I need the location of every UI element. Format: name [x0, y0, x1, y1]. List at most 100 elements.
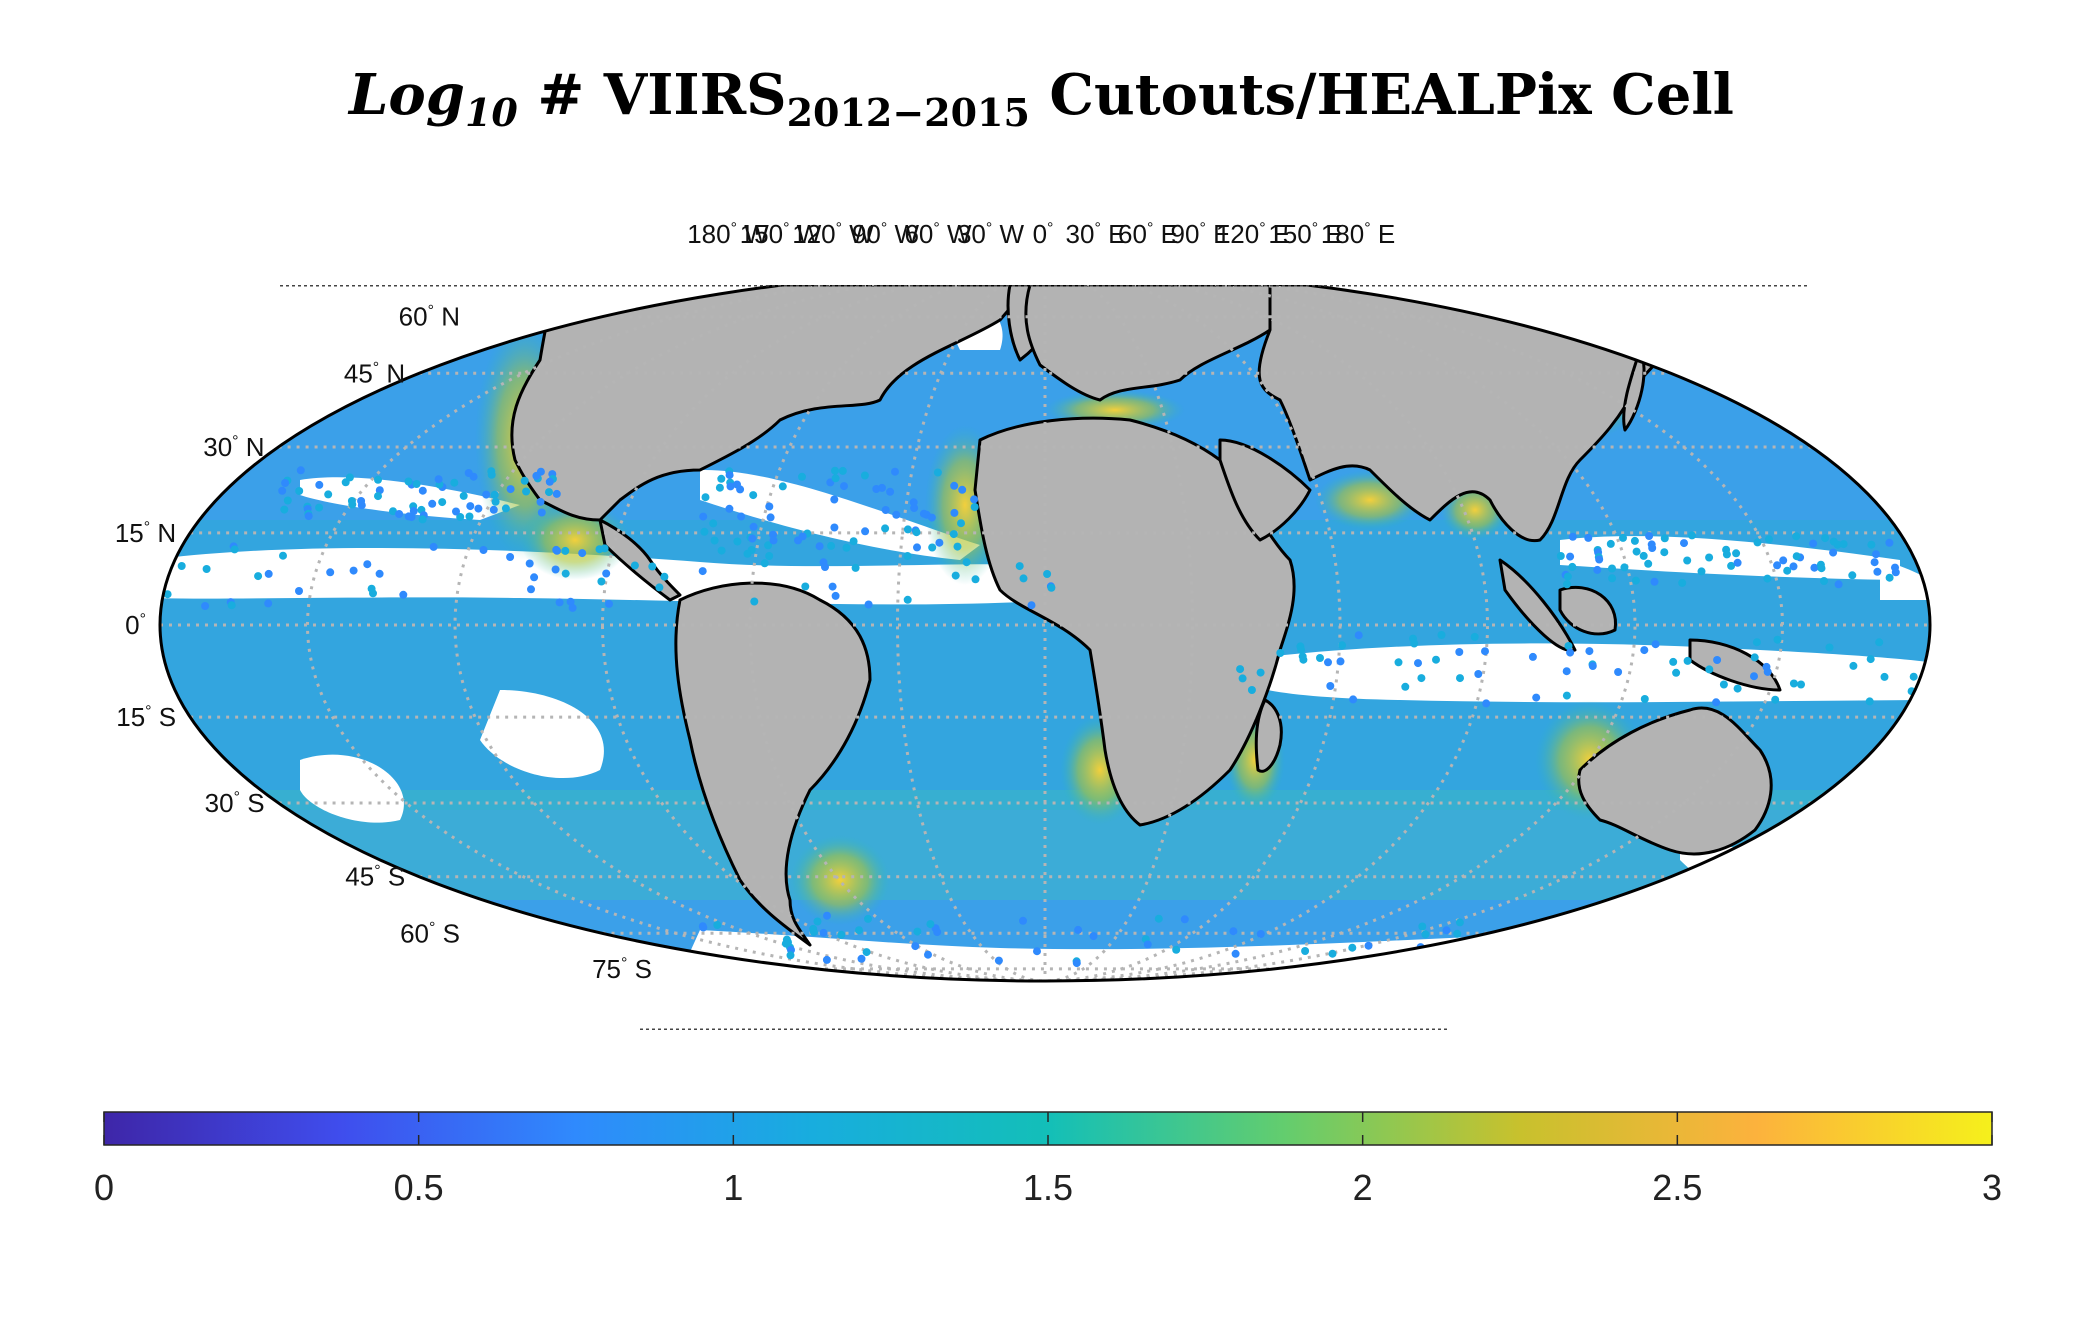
sample-dot — [202, 565, 211, 573]
sample-dot — [1750, 672, 1758, 681]
sample-dot — [545, 477, 554, 486]
sample-dot — [1566, 552, 1575, 561]
longitude-label: 120° E — [1216, 219, 1290, 249]
sample-dot — [1763, 667, 1772, 676]
latitude-label: 60° N — [399, 302, 460, 332]
sample-dot — [1027, 601, 1036, 610]
sample-dot — [903, 595, 912, 604]
sample-dot — [1722, 550, 1731, 559]
sample-dot — [911, 942, 920, 951]
sample-dot — [1563, 572, 1572, 581]
sample-dot — [855, 926, 863, 935]
sample-dot — [1256, 668, 1265, 677]
sample-dot — [786, 951, 795, 960]
latitude-labels: 60° N 45° N 30° N 15° N 0° 15° S 30° S 45° S 60°… — [115, 302, 652, 984]
sample-dot — [456, 513, 465, 521]
sample-dot — [1866, 655, 1875, 664]
sample-dot — [1817, 564, 1826, 573]
sample-dot — [1563, 580, 1571, 589]
sample-dot — [822, 955, 831, 964]
longitude-label: 90° E — [1171, 219, 1231, 249]
sample-dot — [491, 497, 500, 506]
sample-dot — [717, 546, 726, 555]
sample-dot — [699, 923, 708, 932]
sample-dot — [452, 507, 460, 516]
sample-dot — [1564, 642, 1573, 650]
sample-dot — [1154, 914, 1163, 923]
landmass-north-america — [510, 285, 1032, 522]
graticule — [160, 285, 1930, 981]
sample-dot — [1328, 949, 1337, 958]
sample-dot — [713, 921, 722, 929]
sample-dot — [1072, 959, 1081, 968]
sample-dot — [1648, 544, 1657, 552]
sample-dot — [324, 490, 333, 499]
sample-dot — [831, 474, 840, 483]
map-body — [158, 285, 1932, 1030]
meridian-line — [601, 285, 1046, 981]
sample-dot — [201, 602, 210, 610]
sample-dot — [1614, 668, 1623, 676]
sample-dot — [465, 512, 474, 521]
sample-dot — [389, 507, 397, 516]
sample-dot — [1640, 695, 1649, 703]
sample-dot — [769, 536, 778, 545]
sample-dot — [1015, 562, 1024, 571]
colorbar-tick-label: 2.5 — [1652, 1167, 1702, 1208]
sample-dot — [749, 491, 758, 500]
sample-dot — [1697, 567, 1706, 576]
sample-dot — [395, 510, 404, 518]
sample-dot — [479, 546, 488, 554]
sample-dot — [1678, 578, 1687, 587]
sample-dot — [709, 519, 718, 528]
sample-dot — [1324, 658, 1332, 667]
sample-dot — [971, 575, 980, 584]
sample-dot — [348, 500, 357, 509]
longitude-label: 30° E — [1066, 219, 1126, 249]
sample-dot — [851, 563, 860, 572]
colorbar-tick-label: 2 — [1353, 1167, 1373, 1208]
sample-dot — [555, 598, 564, 607]
sample-dot — [815, 542, 824, 551]
sample-dot — [1608, 564, 1616, 573]
sample-dot — [552, 489, 561, 498]
sample-dot — [399, 590, 408, 599]
sample-dot — [819, 928, 828, 937]
sample-dot — [1584, 533, 1593, 542]
sample-dot — [857, 954, 866, 963]
sample-dot — [1408, 956, 1417, 965]
sample-dot — [962, 558, 971, 567]
sample-dot — [1732, 549, 1741, 558]
sample-dot — [1172, 945, 1181, 954]
sample-dot — [1528, 652, 1537, 661]
sample-dot — [1712, 698, 1721, 707]
sample-dot — [375, 569, 384, 578]
longitude-label: 90° W — [852, 219, 920, 249]
sample-dot — [927, 513, 936, 522]
sample-dot — [1606, 539, 1615, 548]
sample-dot — [490, 490, 499, 499]
sample-dot — [710, 536, 719, 545]
sample-dot — [482, 490, 491, 499]
sample-dot — [1825, 643, 1834, 652]
sample-dot — [605, 599, 613, 608]
title-suffix: Cutouts/HEALPix Cell — [1029, 62, 1734, 128]
sample-dot — [878, 483, 886, 492]
sample-dot — [412, 480, 421, 488]
sample-dot — [545, 488, 553, 497]
longitude-label: 30° W — [957, 219, 1025, 249]
sample-dot — [1588, 662, 1597, 670]
latitude-label: 15° S — [116, 702, 176, 732]
sample-dot — [1771, 695, 1780, 704]
sample-dot — [1432, 655, 1440, 664]
sample-dot — [909, 498, 918, 507]
sample-dot — [1765, 535, 1773, 544]
longitude-label: 120° W — [792, 219, 874, 249]
sample-dot — [1750, 653, 1759, 662]
sample-dot — [903, 525, 912, 534]
sample-dot — [1867, 540, 1876, 549]
sample-dot — [953, 542, 962, 551]
sample-dot — [1455, 918, 1464, 927]
sample-dot — [1238, 674, 1247, 683]
